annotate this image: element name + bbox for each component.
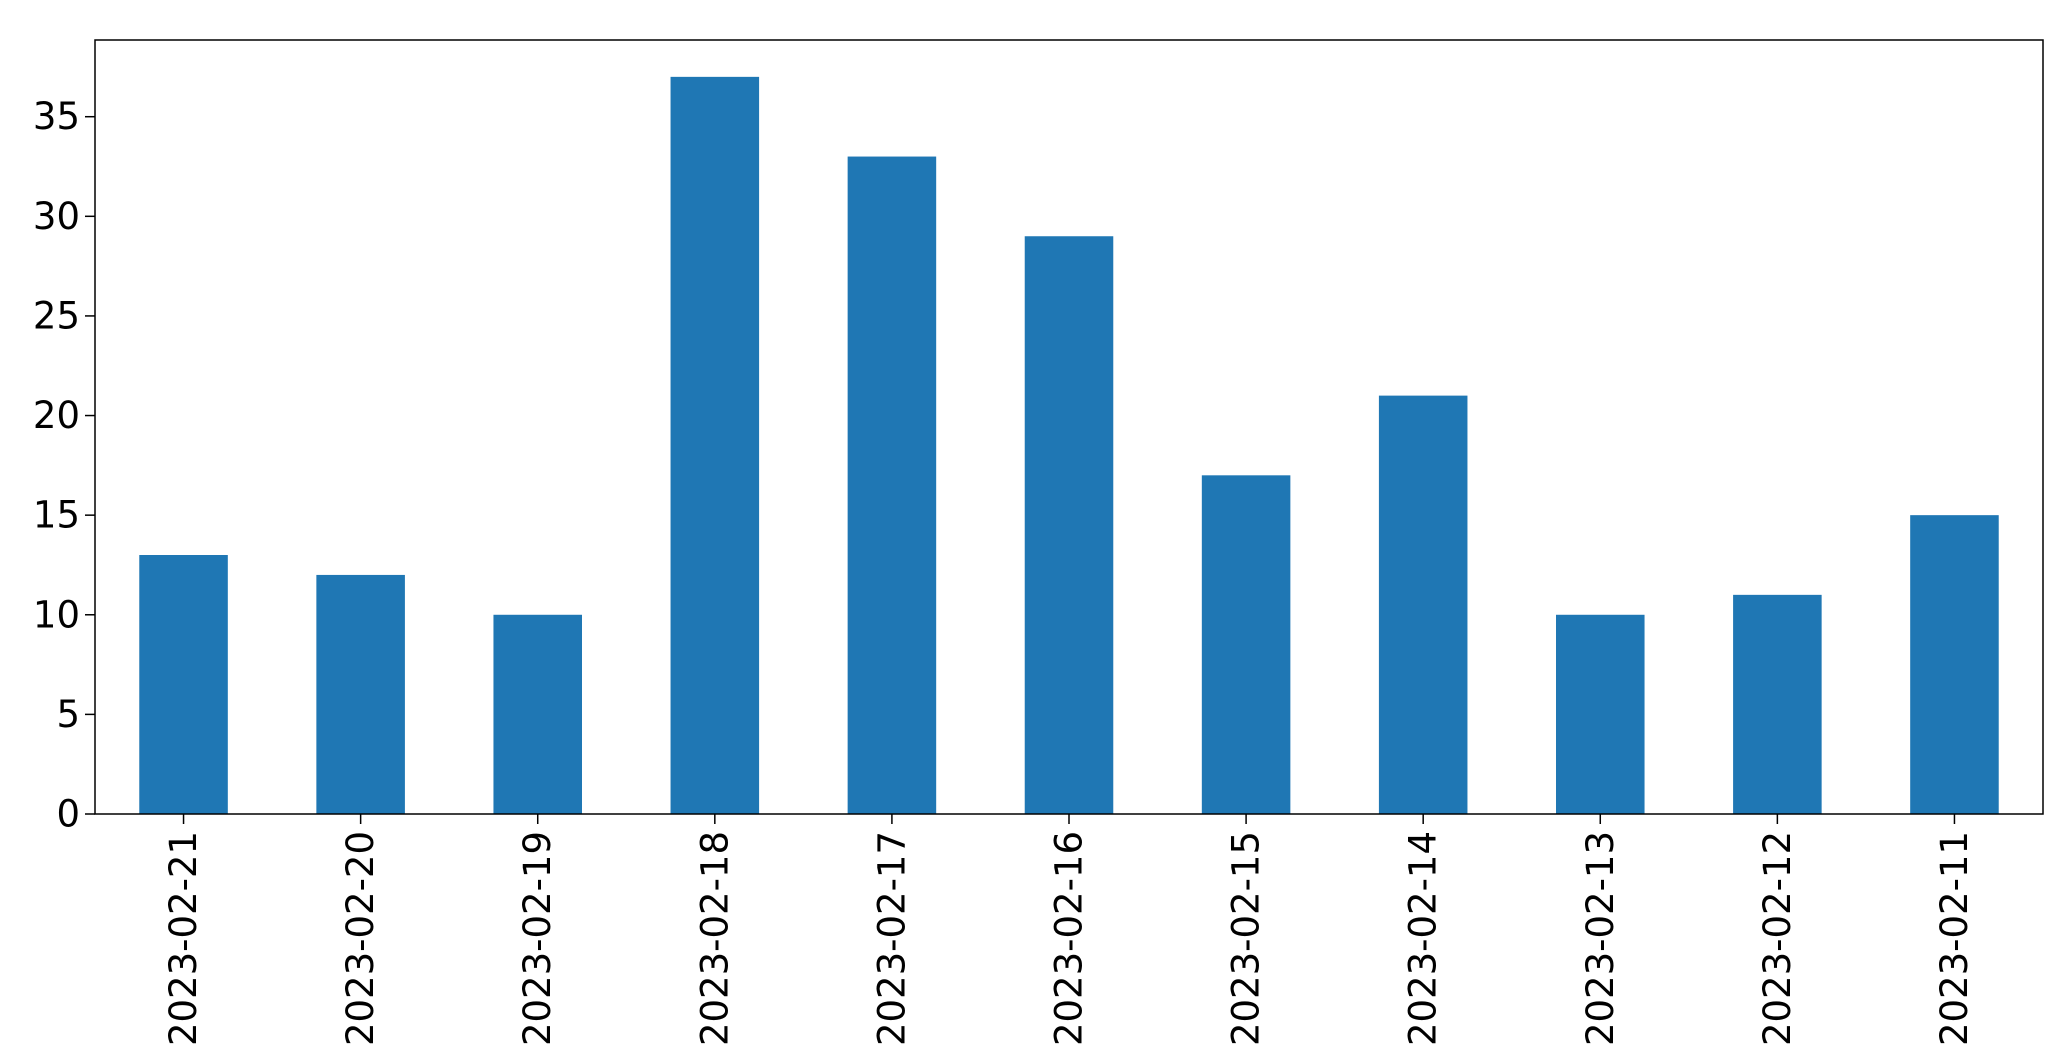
bars-layer (139, 76, 1999, 815)
x-tick-label: 2023-02-18 (693, 831, 736, 1046)
x-tick-label: 2023-02-16 (1048, 831, 1091, 1046)
plot-frame (94, 39, 2044, 815)
x-tick-label: 2023-02-12 (1756, 831, 1799, 1046)
bar-2023-02-14 (1378, 395, 1468, 814)
x-tick-label: 2023-02-14 (1402, 831, 1445, 1046)
bar-2023-02-20 (316, 574, 405, 814)
y-axis: 0 5 10 15 20 25 30 35 (33, 95, 95, 836)
x-axis: 2023-02-21 2023-02-20 2023-02-19 2023-02-18… (162, 814, 1976, 1046)
bar-2023-02-16 (1024, 236, 1114, 814)
bar-2023-02-15 (1201, 475, 1291, 814)
y-tick-label: 20 (33, 394, 80, 437)
bar-2023-02-12 (1733, 594, 1822, 814)
bar-2023-02-21 (139, 555, 228, 814)
bar-2023-02-17 (847, 156, 937, 814)
x-tick-label: 2023-02-17 (870, 831, 913, 1046)
bar-2023-02-13 (1556, 614, 1645, 814)
y-tick-label: 25 (33, 294, 80, 337)
y-tick-label: 15 (33, 494, 80, 537)
y-tick-label: 0 (56, 793, 80, 836)
y-tick-label: 5 (56, 693, 80, 736)
bar-2023-02-19 (493, 614, 582, 814)
x-tick-label: 2023-02-19 (516, 831, 559, 1046)
x-tick-label: 2023-02-15 (1225, 831, 1268, 1046)
x-tick-label: 2023-02-11 (1933, 831, 1976, 1046)
bar-2023-02-11 (1910, 515, 1999, 814)
y-tick-label: 10 (33, 593, 80, 636)
x-tick-label: 2023-02-13 (1579, 831, 1622, 1046)
x-tick-label: 2023-02-21 (162, 831, 205, 1046)
x-tick-label: 2023-02-20 (339, 831, 382, 1046)
y-tick-label: 35 (33, 95, 80, 138)
y-tick-label: 30 (33, 195, 80, 238)
bar-2023-02-18 (670, 76, 760, 815)
